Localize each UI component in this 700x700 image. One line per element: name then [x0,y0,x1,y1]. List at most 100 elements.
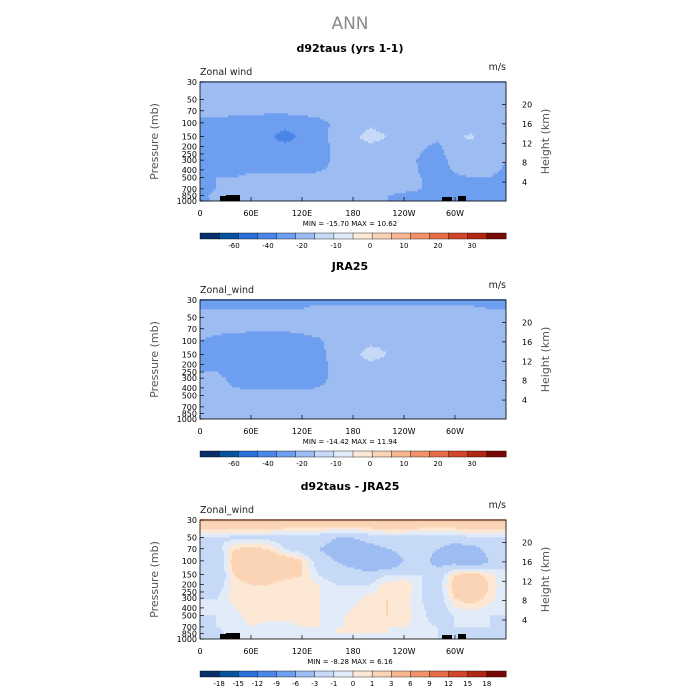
contour-cell [292,173,295,176]
contour-cell [336,185,339,188]
contour-cell [332,149,335,152]
contour-cell [232,175,235,178]
contour-cell [264,179,267,182]
contour-cell [218,183,221,186]
contour-cell [238,167,241,170]
contour-cell [376,191,379,194]
contour-cell [202,171,205,174]
contour-cell [330,163,333,166]
contour-cell [210,163,213,166]
contour-cell [308,173,311,176]
contour-cell [396,163,399,166]
contour-cell [490,175,493,178]
contour-cell [204,155,207,158]
contour-cell [224,135,227,138]
contour-cell [232,147,235,150]
contour-cell [344,175,347,178]
contour-cell [202,197,205,200]
contour-cell [214,151,217,154]
contour-cell [324,193,327,196]
contour-cell [494,167,497,170]
contour-cell [460,167,463,170]
contour-cell [280,181,283,184]
contour-cell [466,157,469,160]
contour-cell [492,145,495,148]
contour-cell [248,163,251,166]
contour-cell [404,197,407,200]
contour-cell [300,145,303,148]
contour-cell [302,147,305,150]
contour-cell [410,167,413,170]
contour-cell [412,137,415,140]
contour-cell [274,167,277,170]
contour-cell [286,155,289,158]
contour-cell [362,171,365,174]
contour-cell [210,195,213,198]
contour-cell [412,155,415,158]
contour-cell [244,143,247,146]
contour-cell [360,151,363,154]
contour-cell [304,177,307,180]
contour-cell [298,179,301,182]
contour-cell [470,143,473,146]
contour-cell [498,169,501,172]
contour-cell [324,199,327,202]
contour-cell [368,175,371,178]
contour-cell [360,187,363,190]
contour-cell [228,147,231,150]
contour-cell [272,161,275,164]
contour-cell [410,191,413,194]
contour-cell [316,139,319,142]
contour-cell [332,141,335,144]
contour-cell [362,135,365,138]
contour-cell [280,179,283,182]
contour-cell [488,189,491,192]
contour-cell [284,179,287,182]
contour-cell [260,185,263,188]
contour-cell [368,191,371,194]
contour-cell [328,161,331,164]
contour-cell [260,179,263,182]
contour-cell [302,179,305,182]
contour-cell [346,155,349,158]
contour-cell [374,139,377,142]
contour-cell [412,151,415,154]
contour-cell [392,161,395,164]
contour-cell [348,199,351,202]
contour-cell [304,197,307,200]
contour-cell [284,141,287,144]
contour-cell [414,175,417,178]
contour-cell [334,153,337,156]
contour-cell [500,145,503,148]
contour-cell [360,175,363,178]
contour-cell [352,161,355,164]
contour-cell [372,165,375,168]
contour-cell [244,135,247,138]
contour-cell [264,199,267,202]
contour-cell [216,193,219,196]
contour-cell [316,135,319,138]
contour-cell [482,155,485,158]
contour-cell [366,145,369,148]
contour-cell [386,183,389,186]
contour-cell [266,151,269,154]
contour-cell [220,169,223,172]
contour-cell [416,191,419,194]
contour-cell [378,139,381,142]
contour-cell [226,181,229,184]
contour-cell [288,171,291,174]
contour-cell [328,191,331,194]
contour-cell [364,185,367,188]
contour-cell [302,165,305,168]
contour-cell [316,161,319,164]
contour-cell [302,185,305,188]
contour-cell [308,197,311,200]
contour-cell [450,167,453,170]
contour-cell [292,177,295,180]
contour-cell [348,141,351,144]
contour-cell [396,197,399,200]
contour-cell [264,135,267,138]
contour-cell [400,193,403,196]
contour-cell [420,179,423,182]
contour-cell [278,143,281,146]
